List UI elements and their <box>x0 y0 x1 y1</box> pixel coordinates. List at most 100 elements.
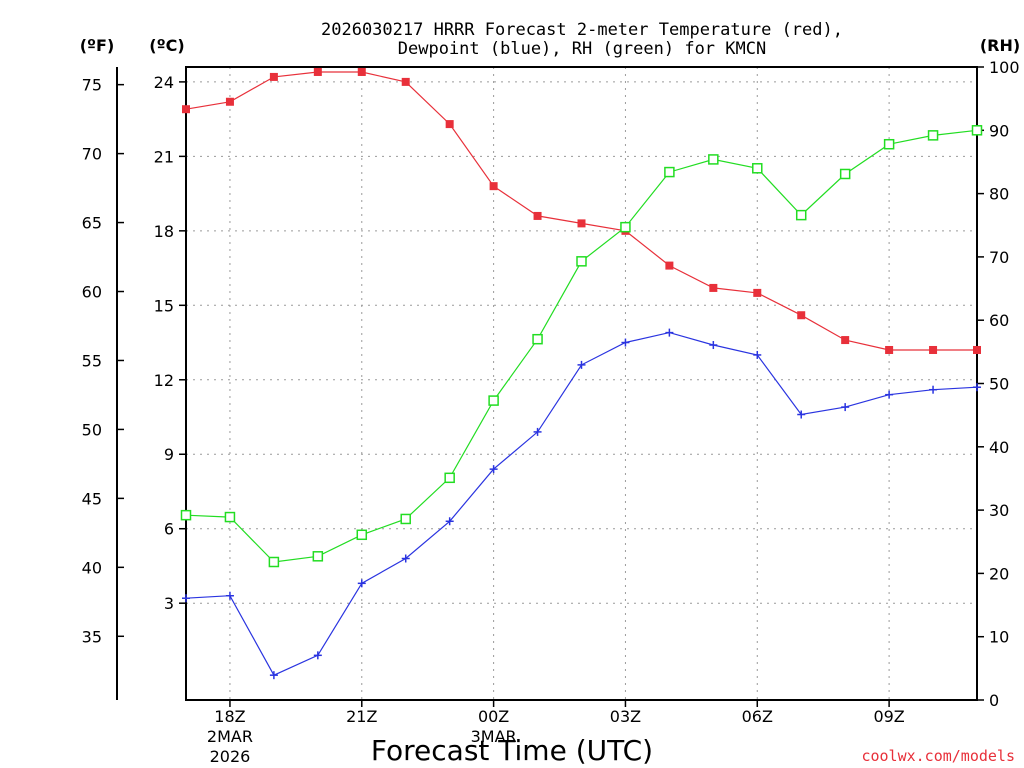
rh-tick-label: 20 <box>989 564 1009 583</box>
rh-point <box>576 256 587 267</box>
x-tick-date-label: 3MAR <box>471 727 517 746</box>
chart-title-line2: Dewpoint (blue), RH (green) for KMCN <box>398 39 766 59</box>
dewpoint-point <box>577 360 586 369</box>
rh-unit-label: (RH) <box>980 36 1020 55</box>
axis-ticks: 3 6 9 12 15 18 21 24 35 40 45 50 55 60 65 70 75 0 10 20 30 40… <box>82 58 1020 766</box>
grid <box>186 67 977 700</box>
temperature-point <box>885 345 894 354</box>
temperature-point <box>445 120 454 129</box>
dewpoint-point <box>489 465 498 474</box>
rh-point <box>927 130 939 141</box>
temperature-point <box>929 345 938 354</box>
temperature-point <box>182 105 190 114</box>
temperature-point <box>313 67 322 76</box>
temperature-point <box>709 283 718 292</box>
dewpoint-point <box>885 390 894 399</box>
dewpoint-line <box>185 331 978 676</box>
rh-tick-label: 0 <box>989 691 999 710</box>
rh-point <box>268 556 280 568</box>
rh-line <box>185 129 978 563</box>
dewpoint-point <box>269 671 278 680</box>
temperature-point <box>797 311 806 320</box>
rh-point <box>971 125 983 136</box>
credit-label: coolwx.com/models <box>861 747 1015 765</box>
dewpoint-point <box>973 383 981 392</box>
fahrenheit-tick-label: 50 <box>82 420 102 439</box>
dewpoint-point <box>445 517 454 526</box>
temperature-point <box>753 288 762 297</box>
celsius-tick-label: 9 <box>164 445 174 464</box>
dewpoint-point <box>533 427 542 436</box>
fahrenheit-tick-label: 45 <box>82 489 102 508</box>
rh-point <box>180 509 192 521</box>
fahrenheit-tick-label: 40 <box>82 558 102 577</box>
x-tick-label: 18Z <box>214 707 245 726</box>
dewpoint-point <box>621 338 630 347</box>
x-axis-title: Forecast Time (UTC) <box>371 734 653 767</box>
dewpoint-point <box>665 328 674 337</box>
dewpoint-point <box>797 410 806 419</box>
rh-point <box>444 472 455 484</box>
dewpoint-point <box>841 403 850 412</box>
dewpoint-point <box>753 350 762 359</box>
temperature-point <box>357 67 366 76</box>
rh-point <box>532 333 543 345</box>
rh-point <box>708 154 719 165</box>
rh-tick-label: 30 <box>989 501 1009 520</box>
rh-tick-label: 10 <box>989 628 1009 647</box>
celsius-tick-label: 18 <box>154 222 174 241</box>
temperature-point <box>973 345 981 354</box>
fahrenheit-tick-label: 60 <box>82 283 102 302</box>
dewpoint-point <box>709 341 718 350</box>
rh-point <box>664 166 675 178</box>
rh-tick-label: 40 <box>989 438 1009 457</box>
x-tick-label: 09Z <box>873 707 904 726</box>
rh-point <box>752 163 763 174</box>
temperature-point <box>841 336 850 345</box>
temperature-point <box>665 261 674 270</box>
fahrenheit-tick-label: 35 <box>82 627 102 646</box>
x-tick-date-label: 2MAR <box>207 727 253 746</box>
rh-point <box>400 513 411 525</box>
temperature-point <box>225 97 234 106</box>
x-tick-label: 21Z <box>346 707 377 726</box>
rh-point <box>312 551 324 562</box>
rh-tick-label: 80 <box>989 185 1009 204</box>
fahrenheit-tick-label: 75 <box>82 76 102 95</box>
chart-title-line1: 2026030217 HRRR Forecast 2-meter Tempera… <box>321 20 843 40</box>
series-layer <box>180 67 983 680</box>
dewpoint-point <box>929 385 938 394</box>
rh-point <box>620 221 631 233</box>
plot-frame <box>185 66 978 701</box>
dewpoint-point <box>401 554 410 563</box>
celsius-tick-label: 6 <box>164 520 174 539</box>
fahrenheit-tick-label: 65 <box>82 214 102 233</box>
dewpoint-point <box>182 594 190 603</box>
x-tick-label: 06Z <box>742 707 773 726</box>
celsius-tick-label: 3 <box>164 594 174 613</box>
celsius-tick-label: 24 <box>154 73 174 92</box>
rh-point <box>224 511 236 523</box>
x-tick-year-label: 2026 <box>210 747 251 766</box>
rh-point <box>356 529 368 541</box>
temperature-line <box>185 71 977 351</box>
rh-point <box>795 209 807 221</box>
rh-tick-label: 50 <box>989 375 1009 394</box>
dewpoint-point <box>225 591 234 600</box>
rh-tick-label: 60 <box>989 311 1009 330</box>
fahrenheit-tick-label: 55 <box>82 351 102 370</box>
rh-tick-label: 70 <box>989 248 1009 267</box>
temperature-point <box>577 219 586 228</box>
dewpoint-point <box>357 579 366 588</box>
celsius-tick-label: 12 <box>154 371 174 390</box>
x-tick-label: 00Z <box>478 707 509 726</box>
dewpoint-point <box>313 651 322 660</box>
temperature-point <box>533 211 542 220</box>
rh-point <box>883 138 895 150</box>
celsius-tick-label: 21 <box>154 147 174 166</box>
rh-point <box>488 395 499 406</box>
rh-tick-label: 100 <box>989 58 1020 77</box>
fahrenheit-tick-label: 70 <box>82 145 102 164</box>
rh-point <box>839 168 851 180</box>
fahrenheit-unit-label: (ºF) <box>80 36 115 55</box>
